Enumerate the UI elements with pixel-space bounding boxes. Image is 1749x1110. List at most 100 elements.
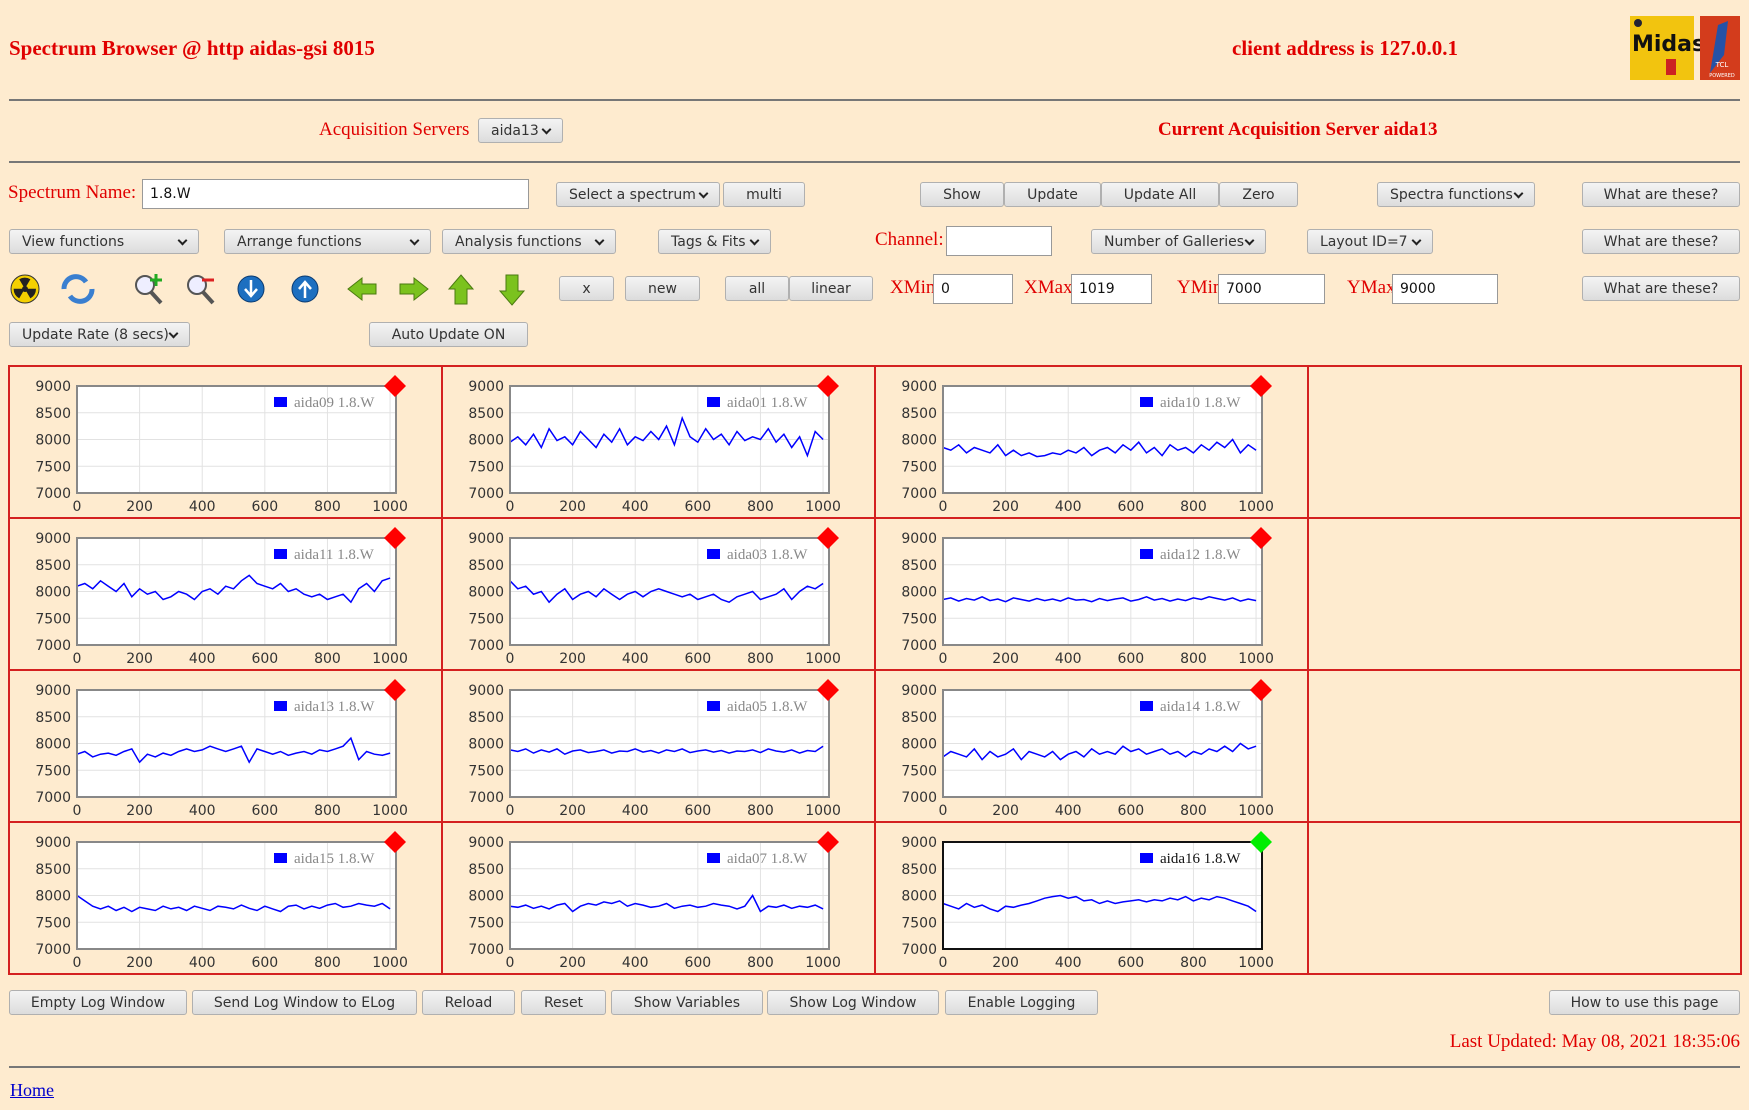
y-tick-label: 7500 <box>35 459 71 475</box>
tags-fits[interactable]: Tags & Fits <box>658 229 771 254</box>
arrange-functions[interactable]: Arrange functions <box>224 229 431 254</box>
down-arrow-icon[interactable] <box>498 274 526 306</box>
legend-swatch <box>707 853 720 863</box>
y-tick-label: 8000 <box>901 585 937 601</box>
x-tick-label: 800 <box>747 955 774 971</box>
y-tick-label: 8000 <box>468 585 504 601</box>
ymin-input[interactable] <box>1218 274 1325 304</box>
x-tick-label: 0 <box>73 955 82 971</box>
status-diamond <box>384 375 406 397</box>
plot-frame <box>76 841 397 950</box>
zoom-in-icon[interactable] <box>135 274 163 305</box>
x-tick-label: 200 <box>992 803 1019 819</box>
server-select[interactable]: aida13 <box>478 118 563 143</box>
x-tick-label: 1000 <box>1238 955 1274 971</box>
legend-label: aida09 1.8.W <box>294 395 375 411</box>
legend-swatch <box>274 701 287 711</box>
help-button[interactable]: What are these? <box>1582 182 1740 207</box>
y-tick-label: 8500 <box>35 710 71 726</box>
number-of-galleries[interactable]: Number of Galleries <box>1091 229 1266 254</box>
gallery-cell <box>1307 517 1742 671</box>
footer-button[interactable]: Show Variables <box>611 990 763 1015</box>
help-button[interactable]: What are these? <box>1582 229 1740 254</box>
x-tick-label: 600 <box>684 803 711 819</box>
status-diamond <box>817 375 839 397</box>
x-tick-label: 200 <box>559 651 586 667</box>
x-tick-label: 800 <box>314 499 341 515</box>
x-tick-label: 1000 <box>805 955 841 971</box>
footer-button[interactable]: Reset <box>521 990 606 1015</box>
layout-select[interactable]: Layout ID=7 <box>1307 229 1433 254</box>
x-tick-label: 1000 <box>805 499 841 515</box>
x-tick-label: 0 <box>73 803 82 819</box>
tcl-text: TCL <box>1715 61 1729 69</box>
x-button[interactable]: x <box>559 276 614 301</box>
spectrum-input[interactable] <box>142 179 529 209</box>
analysis-functions[interactable]: Analysis functions <box>442 229 616 254</box>
new-button[interactable]: new <box>625 276 700 301</box>
x-tick-label: 600 <box>684 955 711 971</box>
up-arrow-icon[interactable] <box>447 274 475 305</box>
gallery-cell <box>1307 365 1742 519</box>
x-tick-label: 1000 <box>372 499 408 515</box>
down-blue-icon[interactable] <box>237 275 265 303</box>
show-button[interactable]: Show <box>920 182 1004 207</box>
x-tick-label: 1000 <box>1238 651 1274 667</box>
y-tick-label: 8500 <box>468 406 504 422</box>
spectra-functions[interactable]: Spectra functions <box>1377 182 1535 207</box>
footer-button[interactable]: Reload <box>422 990 515 1015</box>
update-button[interactable]: Update <box>1004 182 1101 207</box>
x-tick-label: 600 <box>684 651 711 667</box>
y-tick-label: 9000 <box>901 683 937 699</box>
xmax-input[interactable] <box>1071 274 1152 304</box>
footer-button[interactable]: Show Log Window <box>767 990 939 1015</box>
select-spectrum[interactable]: Select a spectrum <box>556 182 720 207</box>
help-button[interactable]: What are these? <box>1582 276 1740 301</box>
legend-swatch <box>707 549 720 559</box>
legend-swatch <box>274 397 287 407</box>
ymax-input[interactable] <box>1392 274 1498 304</box>
y-tick-label: 8000 <box>35 433 71 449</box>
x-tick-label: 0 <box>939 955 948 971</box>
right-arrow-icon[interactable] <box>399 276 429 302</box>
up-blue-icon[interactable] <box>291 275 319 303</box>
multi-button[interactable]: multi <box>723 182 805 207</box>
update-all-button[interactable]: Update All <box>1101 182 1219 207</box>
all-button[interactable]: all <box>725 276 789 301</box>
legend-label: aida16 1.8.W <box>1160 851 1241 867</box>
auto-update[interactable]: Auto Update ON <box>369 322 528 347</box>
zoom-out-icon[interactable] <box>187 275 215 305</box>
x-tick-label: 0 <box>506 651 515 667</box>
radiation-icon[interactable] <box>10 274 40 304</box>
how-to-button[interactable]: How to use this page <box>1549 990 1740 1015</box>
y-tick-label: 9000 <box>901 379 937 395</box>
footer-button[interactable]: Send Log Window to ELog <box>192 990 417 1015</box>
channel-input[interactable] <box>946 226 1052 256</box>
view-functions[interactable]: View functions <box>9 229 199 254</box>
refresh-icon[interactable] <box>61 274 95 304</box>
x-tick-label: 200 <box>559 955 586 971</box>
status-diamond <box>817 679 839 701</box>
spectrum-label: Spectrum Name: <box>8 182 137 203</box>
x-tick-label: 1000 <box>372 651 408 667</box>
x-tick-label: 400 <box>189 499 216 515</box>
footer-button[interactable]: Empty Log Window <box>9 990 187 1015</box>
zero-button[interactable]: Zero <box>1219 182 1298 207</box>
footer-button[interactable]: Enable Logging <box>945 990 1098 1015</box>
ymin-label: YMin <box>1177 277 1223 298</box>
home-link[interactable]: Home <box>10 1080 54 1100</box>
update-rate[interactable]: Update Rate (8 secs) <box>9 322 190 347</box>
y-tick-label: 7500 <box>468 611 504 627</box>
linear-button[interactable]: linear <box>789 276 873 301</box>
x-tick-label: 600 <box>1117 803 1144 819</box>
x-tick-label: 200 <box>992 651 1019 667</box>
spectrum-line <box>509 745 824 756</box>
xmin-input[interactable] <box>933 274 1013 304</box>
y-tick-label: 9000 <box>35 683 71 699</box>
left-arrow-icon[interactable] <box>347 276 377 302</box>
y-tick-label: 9000 <box>901 835 937 851</box>
status-diamond <box>384 831 406 853</box>
legend-swatch <box>274 549 287 559</box>
legend-label: aida15 1.8.W <box>294 851 375 867</box>
